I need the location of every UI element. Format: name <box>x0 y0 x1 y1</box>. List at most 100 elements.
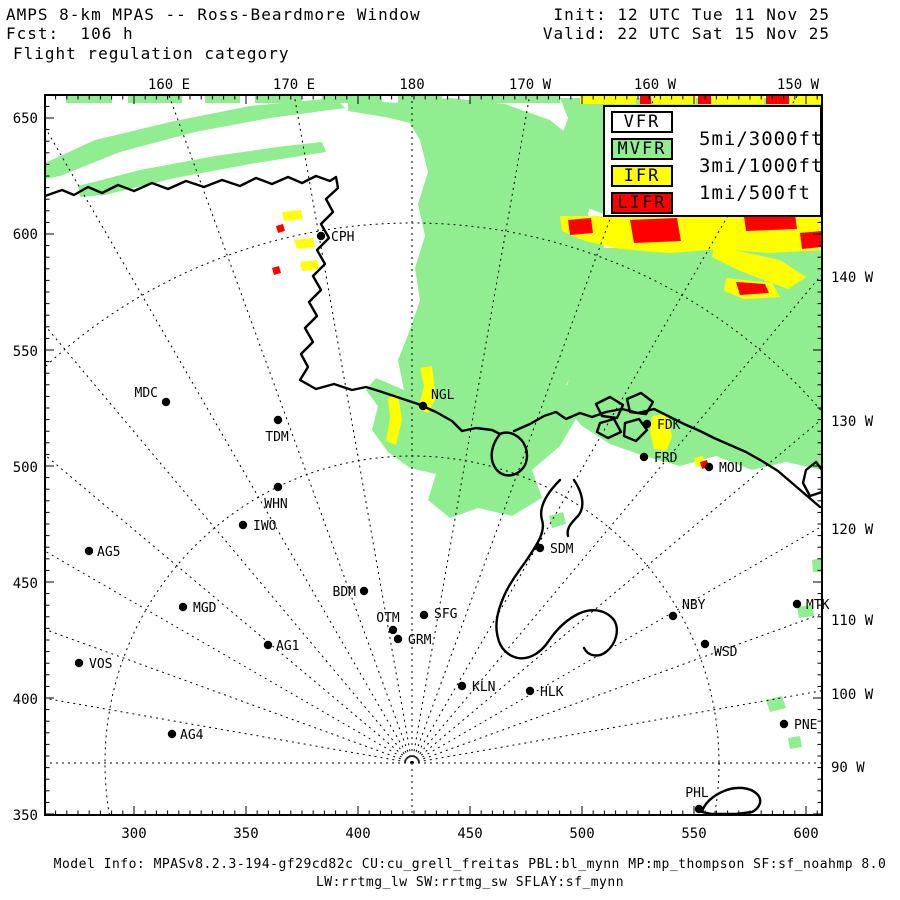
axis-label-bottom: 300 <box>121 826 146 842</box>
coastline-path <box>512 407 822 509</box>
axis-label-bottom: 500 <box>569 826 594 842</box>
station-dot-FRD <box>639 452 649 462</box>
coastline-path <box>595 417 623 440</box>
region-ifr-31 <box>294 238 315 249</box>
region-mvfr-0 <box>45 98 345 179</box>
coastline-path <box>700 786 762 815</box>
station-label-IWO: IWO <box>253 519 277 534</box>
region-mvfr-6 <box>688 406 762 422</box>
region-lifr-43 <box>272 266 281 275</box>
axis-label-right: 90 W <box>831 760 865 776</box>
region-ifr-25 <box>650 414 672 451</box>
region-mvfr-11 <box>549 512 566 528</box>
meridian-line <box>45 550 413 764</box>
axis-ticks <box>45 95 822 815</box>
region-mvfr-18 <box>398 96 442 103</box>
station-label-PNE: PNE <box>794 718 817 733</box>
station-label-GRM: GRM <box>408 633 432 648</box>
axis-label-left: 350 <box>13 808 38 824</box>
coastline-path <box>622 417 649 443</box>
station-dot-MGD <box>178 602 188 612</box>
meridian-line <box>45 628 413 764</box>
station-label-NGL: NGL <box>431 388 455 403</box>
meridian-line <box>45 126 413 764</box>
station-dot-MOU <box>704 462 714 472</box>
station-dot-HLK <box>525 686 535 696</box>
init-time: Init: 12 UTC Tue 11 Nov 25 <box>553 5 830 24</box>
station-label-NBY: NBY <box>682 598 706 613</box>
flight-category-legend: VFR MVFR IFR LIFR 5mi/3000ft 3mi/1000ft … <box>603 105 822 217</box>
forecast-hour: Fcst: 106 h <box>6 24 134 43</box>
region-mvfr-10 <box>788 736 802 749</box>
axis-label-left: 450 <box>13 576 38 592</box>
station-label-AG1: AG1 <box>276 639 299 654</box>
station-dot-BDM <box>359 586 369 596</box>
region-mvfr-9 <box>766 696 786 712</box>
legend-swatch-lifr: LIFR <box>611 192 673 214</box>
station-dot-MDC <box>161 397 171 407</box>
coastline-path <box>566 478 584 538</box>
region-lifr-38 <box>736 282 769 295</box>
axis-label-top: 170 W <box>509 77 552 93</box>
region-ifr-21 <box>712 246 806 289</box>
axis-label-left: 600 <box>13 227 38 243</box>
region-mvfr-3 <box>366 98 606 518</box>
latitude-circle <box>45 222 822 413</box>
axis-label-top: 160 W <box>634 77 677 93</box>
axis-label-right: 120 W <box>831 522 874 538</box>
station-label-OTM: OTM <box>376 611 400 626</box>
station-label-MDC: MDC <box>135 386 158 401</box>
region-mvfr-8 <box>797 605 814 618</box>
region-ifr-24 <box>386 394 402 445</box>
station-label-CPH: CPH <box>331 230 354 245</box>
station-label-MGD: MGD <box>193 601 217 616</box>
region-lifr-41 <box>766 96 789 104</box>
legend-swatch-ifr: IFR <box>611 165 673 187</box>
station-label-FDK: FDK <box>657 418 681 433</box>
station-dot-AG5 <box>84 546 94 556</box>
axis-label-bottom: 550 <box>681 826 706 842</box>
region-mvfr-17 <box>322 96 382 103</box>
station-dot-PHL <box>694 804 704 814</box>
station-dot-NGL <box>418 401 428 411</box>
station-label-SFG: SFG <box>434 607 458 622</box>
station-label-PHL: PHL <box>685 786 709 801</box>
region-lifr-40 <box>698 96 711 104</box>
legend-threshold-ifr: 3mi/1000ft <box>699 155 824 177</box>
axis-label-left: 400 <box>13 692 38 708</box>
region-lifr-35 <box>630 218 681 243</box>
region-ifr-28 <box>712 96 764 104</box>
legend-threshold-mvfr: 5mi/3000ft <box>699 128 824 150</box>
station-dot-FDK <box>642 419 652 429</box>
axis-label-top: 170 E <box>273 77 315 93</box>
station-label-WSD: WSD <box>714 645 738 660</box>
valid-time: Valid: 22 UTC Sat 15 Nov 25 <box>542 24 830 43</box>
coastline-path <box>495 478 618 660</box>
coastline-path <box>594 395 625 420</box>
station-dot-CPH <box>316 231 326 241</box>
station-label-VOS: VOS <box>89 657 112 672</box>
station-dot-WSD <box>700 639 710 649</box>
region-ifr-23 <box>418 366 436 413</box>
model-info-line1: Model Info: MPASv8.2.3-194-gf29cd82c CU:… <box>53 857 887 872</box>
station-dot-SDM <box>535 543 545 553</box>
region-mvfr-16 <box>255 96 302 103</box>
legend-swatch-vfr: VFR <box>611 111 673 133</box>
region-mvfr-14 <box>128 96 182 103</box>
region-lifr-37 <box>800 231 822 249</box>
axis-label-right: 130 W <box>831 414 874 430</box>
station-label-FRD: FRD <box>654 451 678 466</box>
latitude-circle <box>104 455 720 815</box>
station-dot-GRM <box>393 634 403 644</box>
region-lifr-42 <box>276 224 285 233</box>
station-markers: CPH MDC TDM NGL FDK FRD MOU WHN IWO AG5 SDM MGD BDM O… <box>74 230 830 814</box>
station-label-WHN: WHN <box>264 497 287 512</box>
map-frame <box>44 94 823 816</box>
station-dot-VOS <box>74 658 84 668</box>
region-lifr-39 <box>640 96 651 104</box>
region-ifr-30 <box>282 210 303 221</box>
axis-label-bottom: 600 <box>793 826 818 842</box>
station-label-AG5: AG5 <box>97 545 120 560</box>
station-dot-WHN <box>273 482 283 492</box>
